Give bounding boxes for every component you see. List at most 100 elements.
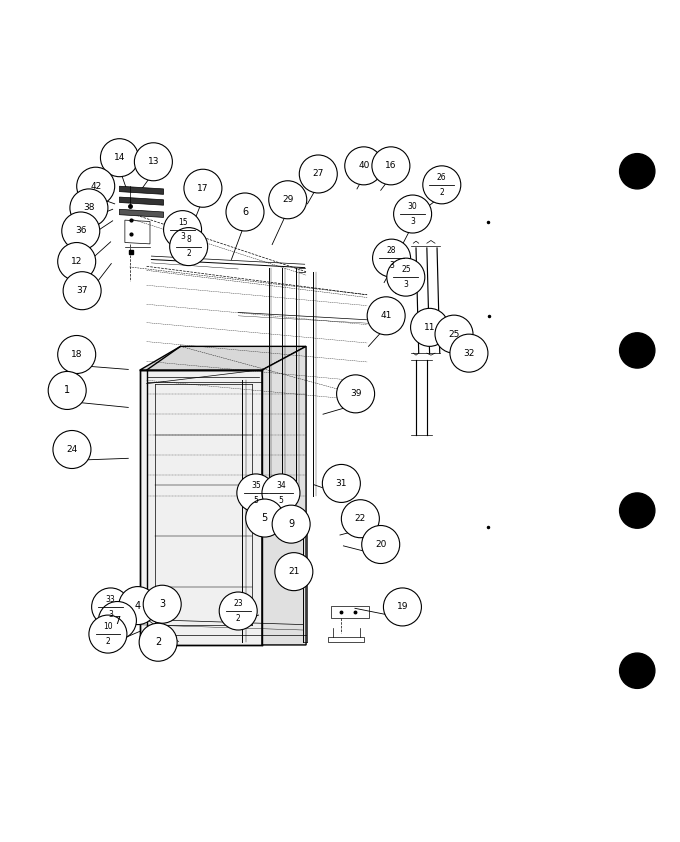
Polygon shape xyxy=(120,210,164,217)
Circle shape xyxy=(58,242,96,280)
Text: 22: 22 xyxy=(355,514,366,523)
Circle shape xyxy=(119,587,157,625)
Text: 9: 9 xyxy=(288,520,294,529)
Circle shape xyxy=(92,588,130,626)
Text: 7: 7 xyxy=(114,616,120,626)
Circle shape xyxy=(99,601,137,640)
Circle shape xyxy=(101,139,139,177)
Circle shape xyxy=(362,525,400,563)
Text: 19: 19 xyxy=(396,602,408,611)
Circle shape xyxy=(435,315,473,353)
Text: 23: 23 xyxy=(233,600,243,608)
Text: 15: 15 xyxy=(177,218,188,226)
Text: 2: 2 xyxy=(155,637,161,647)
Text: 3: 3 xyxy=(180,232,185,242)
Circle shape xyxy=(62,212,100,250)
Text: 6: 6 xyxy=(242,207,248,217)
Text: 5: 5 xyxy=(254,496,258,504)
Text: 33: 33 xyxy=(106,595,116,605)
Text: 42: 42 xyxy=(90,182,101,190)
Text: 13: 13 xyxy=(148,157,159,166)
Circle shape xyxy=(345,147,383,185)
Text: 37: 37 xyxy=(76,286,88,296)
Text: 25: 25 xyxy=(401,265,411,274)
Polygon shape xyxy=(140,346,306,370)
Circle shape xyxy=(394,195,432,233)
Polygon shape xyxy=(262,346,306,645)
Circle shape xyxy=(367,297,405,335)
Text: 41: 41 xyxy=(380,312,392,320)
Circle shape xyxy=(164,210,201,248)
Text: 20: 20 xyxy=(375,540,386,549)
Text: 2: 2 xyxy=(439,188,444,196)
Text: 5: 5 xyxy=(262,513,268,523)
Circle shape xyxy=(63,272,101,310)
Circle shape xyxy=(299,155,337,193)
Text: 17: 17 xyxy=(197,184,209,193)
Text: 40: 40 xyxy=(358,162,369,170)
Text: 16: 16 xyxy=(385,162,396,170)
Polygon shape xyxy=(120,186,164,195)
Circle shape xyxy=(387,258,425,296)
Text: 21: 21 xyxy=(288,568,300,576)
Circle shape xyxy=(619,153,655,189)
Circle shape xyxy=(373,239,411,277)
Text: 27: 27 xyxy=(313,169,324,179)
Text: 3: 3 xyxy=(108,610,113,619)
Text: 3: 3 xyxy=(159,600,165,610)
Text: 26: 26 xyxy=(437,173,447,182)
Text: 2: 2 xyxy=(236,614,241,623)
Circle shape xyxy=(619,493,655,528)
Circle shape xyxy=(70,189,108,226)
Circle shape xyxy=(272,505,310,543)
Text: 25: 25 xyxy=(448,329,460,338)
Text: 18: 18 xyxy=(71,350,82,359)
Text: 28: 28 xyxy=(387,247,396,255)
Circle shape xyxy=(372,147,410,185)
Text: 2: 2 xyxy=(105,637,110,646)
Circle shape xyxy=(619,653,655,689)
Text: 3: 3 xyxy=(389,261,394,269)
Text: 38: 38 xyxy=(83,204,95,212)
Text: 4: 4 xyxy=(135,600,141,610)
Text: 5: 5 xyxy=(279,496,284,504)
Text: 8: 8 xyxy=(186,235,191,244)
Circle shape xyxy=(423,166,461,204)
Circle shape xyxy=(337,375,375,413)
Text: 32: 32 xyxy=(463,349,475,358)
Circle shape xyxy=(135,143,173,181)
Text: 24: 24 xyxy=(67,445,78,454)
Circle shape xyxy=(89,616,127,653)
Text: 1: 1 xyxy=(64,386,70,396)
Circle shape xyxy=(58,335,96,374)
Circle shape xyxy=(619,333,655,368)
Text: 11: 11 xyxy=(424,322,435,332)
Circle shape xyxy=(322,465,360,503)
Circle shape xyxy=(184,169,222,207)
Circle shape xyxy=(219,592,257,630)
Text: 12: 12 xyxy=(71,257,82,266)
Text: 36: 36 xyxy=(75,226,86,236)
Circle shape xyxy=(341,499,379,538)
Circle shape xyxy=(245,499,284,537)
Circle shape xyxy=(237,474,275,512)
Circle shape xyxy=(411,308,449,346)
Text: 3: 3 xyxy=(403,280,408,289)
Text: 14: 14 xyxy=(114,153,125,163)
Text: 10: 10 xyxy=(103,622,113,632)
Polygon shape xyxy=(140,370,262,645)
Circle shape xyxy=(262,474,300,512)
Text: 2: 2 xyxy=(186,249,191,258)
Circle shape xyxy=(139,623,177,661)
Polygon shape xyxy=(120,197,164,205)
Text: 29: 29 xyxy=(282,195,294,205)
Text: 30: 30 xyxy=(408,202,418,211)
Circle shape xyxy=(226,193,264,231)
Circle shape xyxy=(53,430,91,468)
Text: 3: 3 xyxy=(410,216,415,226)
Circle shape xyxy=(143,585,181,623)
Circle shape xyxy=(48,371,86,409)
Circle shape xyxy=(450,334,488,372)
Circle shape xyxy=(170,227,207,265)
Text: 39: 39 xyxy=(350,389,361,398)
